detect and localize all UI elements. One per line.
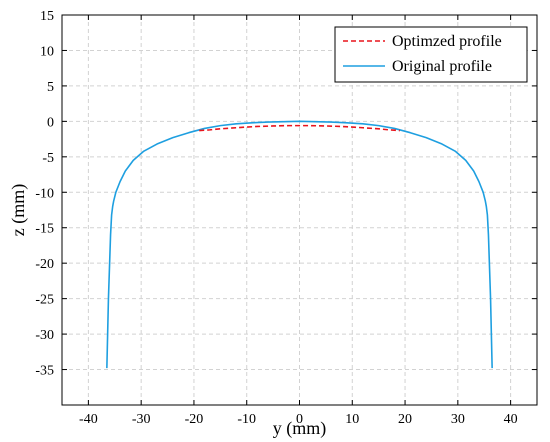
x-tick-label: 0 [296,412,303,427]
y-tick-label: -25 [35,293,54,308]
series-line-optimized [199,124,400,132]
x-tick-label: 30 [451,412,465,427]
y-tick-label: 5 [47,80,54,95]
legend: Optimzed profile Original profile [334,26,528,83]
tick-labels: -40 -30 -20 -10 0 10 20 30 40 15 10 5 0 -5 -10 -15 -20 -2… [35,9,517,427]
x-axis-title: y (mm) [273,418,327,439]
legend-label-optimized: Optimzed profile [392,33,502,50]
series-line-original [106,120,493,369]
y-tick-label: 10 [40,44,54,59]
legend-label-original: Original profile [392,58,492,75]
x-tick-label: 10 [345,412,359,427]
x-tick-label: -40 [79,412,98,427]
y-tick-label: -5 [42,151,54,166]
x-tick-label: -30 [132,412,151,427]
x-tick-label: 40 [504,412,518,427]
y-tick-label: 15 [40,9,54,24]
x-tick-label: -20 [185,412,204,427]
y-axis-title: z (mm) [8,184,29,236]
ticks [62,14,537,405]
y-tick-label: -35 [35,364,54,379]
x-tick-label: -10 [237,412,256,427]
legend-box [334,26,528,83]
series-layer [106,120,493,369]
y-tick-label: -15 [35,222,54,237]
y-tick-label: 0 [47,115,54,130]
y-tick-label: -10 [35,186,54,201]
y-tick-label: -30 [35,328,54,343]
x-tick-label: 20 [398,412,412,427]
y-tick-label: -20 [35,257,54,272]
